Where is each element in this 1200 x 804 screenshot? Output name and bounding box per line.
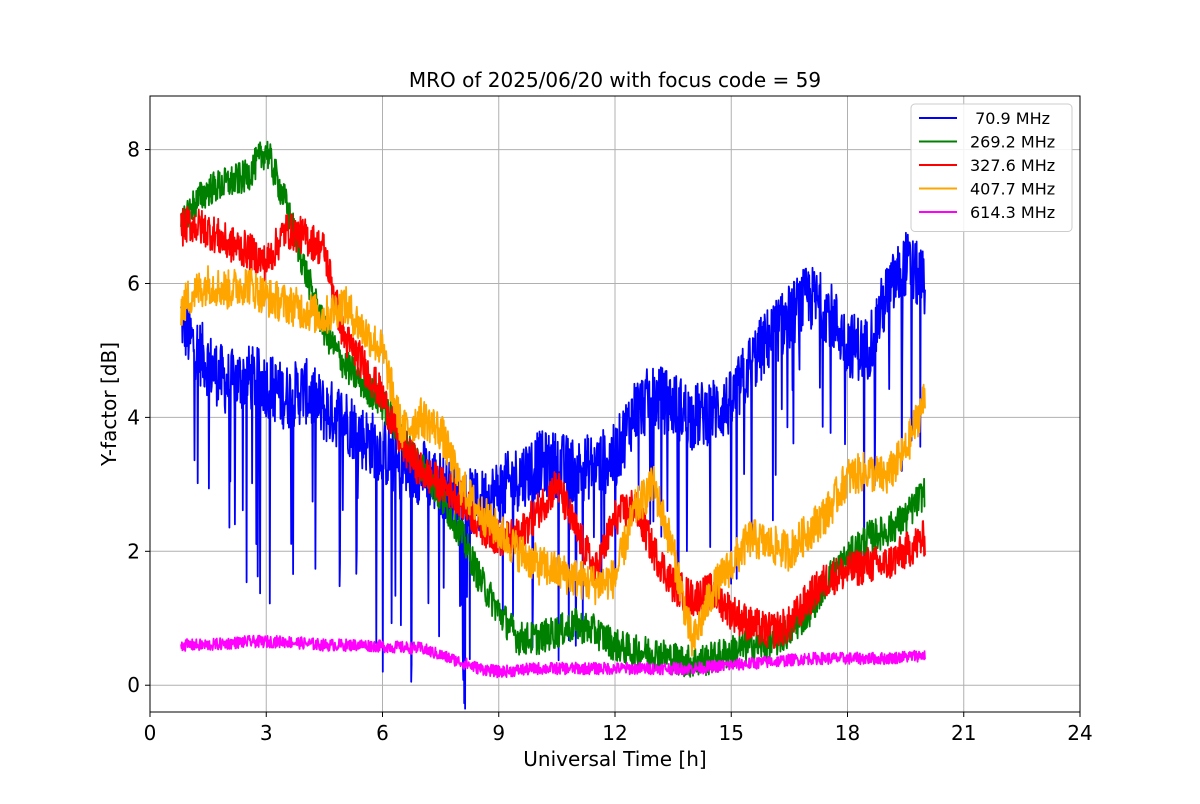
- legend-label: 407.7 MHz: [970, 180, 1055, 199]
- x-tick-label: 3: [260, 721, 273, 745]
- series-line-0: [180, 231, 926, 710]
- x-axis-label: Universal Time [h]: [523, 747, 706, 771]
- legend-box: [910, 103, 1073, 232]
- y-tick-label: 8: [127, 138, 140, 162]
- series-line-2: [180, 206, 926, 649]
- y-tick-label: 6: [127, 271, 140, 295]
- x-tick-label: 18: [835, 721, 860, 745]
- legend: 70.9 MHz 269.2 MHz 327.6 MHz 407.7 MHz 614.3…: [910, 103, 1073, 232]
- legend-label: 327.6 MHz: [970, 156, 1055, 175]
- y-tick-label: 4: [127, 405, 140, 429]
- y-axis-label: Y-factor [dB]: [97, 342, 121, 467]
- x-tick-label: 15: [719, 721, 744, 745]
- y-tick-label: 2: [127, 539, 140, 563]
- series-line-4: [180, 634, 926, 679]
- x-tick-label: 12: [602, 721, 627, 745]
- series-line-3: [180, 265, 926, 657]
- legend-label: 269.2 MHz: [970, 133, 1055, 152]
- legend-label: 614.3 MHz: [970, 203, 1055, 222]
- x-tick-label: 0: [144, 721, 157, 745]
- y-tick-label: 0: [127, 673, 140, 697]
- x-tick-label: 6: [376, 721, 389, 745]
- legend-label: 70.9 MHz: [970, 109, 1050, 128]
- x-tick-label: 9: [492, 721, 505, 745]
- x-tick-label: 21: [951, 721, 976, 745]
- chart-title: MRO of 2025/06/20 with focus code = 59: [409, 68, 821, 92]
- x-tick-label: 24: [1067, 721, 1092, 745]
